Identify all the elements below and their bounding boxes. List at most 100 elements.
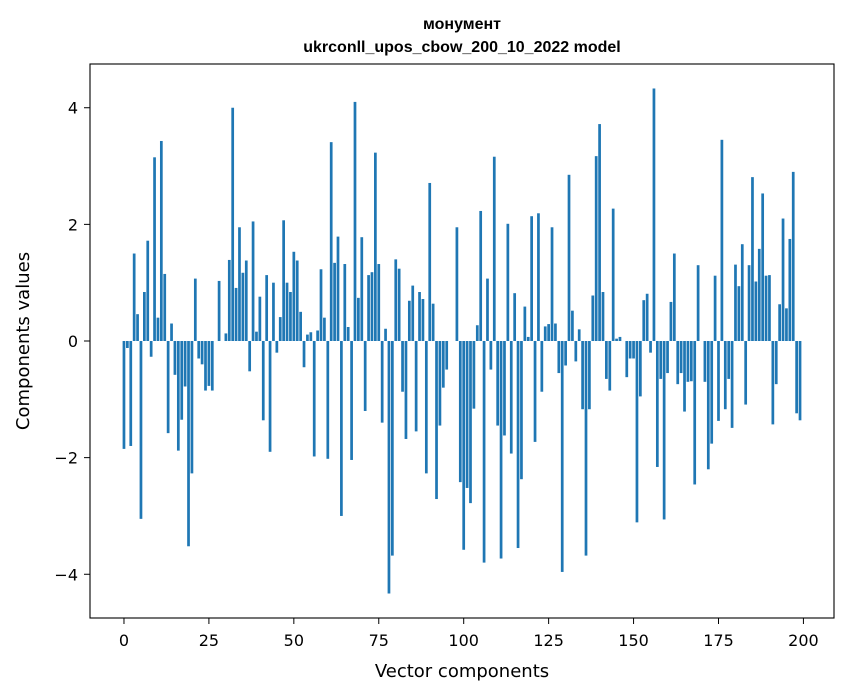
bar-22 (197, 341, 201, 359)
bar-14 (170, 323, 173, 341)
bar-50 (292, 251, 296, 341)
bar-72 (367, 275, 370, 341)
bar-56 (312, 341, 316, 457)
y-axis-label: Components values (13, 252, 34, 430)
bar-23 (200, 341, 204, 365)
y-ticks: −4 −2 0 2 4 (54, 99, 90, 584)
bar-46 (278, 317, 282, 341)
x-tick-label: 175 (703, 631, 734, 650)
bar-75 (377, 264, 381, 341)
bar-173 (710, 341, 714, 444)
bar-102 (469, 341, 472, 504)
bar-112 (503, 341, 506, 436)
bar-163 (676, 341, 680, 385)
bar-158 (659, 341, 663, 379)
bar-51 (295, 260, 299, 341)
bar-162 (672, 253, 676, 341)
bar-180 (734, 264, 737, 341)
bar-57 (316, 330, 319, 341)
bar-69 (357, 297, 360, 341)
bar-101 (465, 341, 469, 488)
bar-21 (193, 278, 197, 341)
bar-178 (727, 341, 731, 379)
bar-20 (190, 341, 194, 474)
bar-41 (261, 341, 265, 421)
bar-49 (289, 292, 292, 341)
bar-26 (210, 341, 214, 391)
bar-174 (713, 275, 717, 341)
bar-167 (689, 341, 693, 382)
bar-47 (282, 220, 285, 341)
bar-39 (255, 331, 258, 341)
bar-106 (482, 341, 486, 563)
bar-197 (791, 171, 795, 341)
bar-18 (183, 341, 187, 387)
bar-125 (547, 324, 550, 341)
bar-195 (785, 308, 788, 341)
bar-9 (153, 157, 156, 341)
bar-120 (530, 216, 533, 341)
bar-40 (258, 296, 262, 341)
bar-127 (554, 323, 557, 341)
bar-45 (275, 341, 279, 353)
bar-141 (601, 292, 605, 341)
bar-164 (679, 341, 683, 374)
bar-31 (227, 259, 231, 341)
bar-54 (306, 334, 309, 341)
bar-86 (414, 341, 418, 432)
bar-154 (645, 293, 649, 341)
bar-138 (591, 295, 595, 341)
bar-166 (686, 341, 690, 382)
bar-161 (669, 301, 673, 341)
bar-82 (401, 341, 404, 392)
bar-144 (611, 208, 615, 341)
bar-58 (319, 269, 323, 341)
bar-130 (564, 341, 567, 366)
bar-115 (513, 293, 517, 341)
bar-76 (380, 341, 384, 423)
bar-196 (788, 238, 792, 341)
bar-132 (571, 310, 574, 341)
bar-168 (693, 341, 697, 485)
bar-171 (703, 341, 707, 382)
bar-198 (795, 341, 798, 414)
bar-135 (581, 341, 584, 410)
x-tick-label: 125 (533, 631, 564, 650)
bar-48 (285, 282, 289, 341)
bar-0 (122, 341, 126, 449)
bar-71 (363, 341, 367, 411)
y-tick-label: −2 (54, 449, 78, 468)
bar-111 (499, 341, 503, 559)
bar-89 (424, 341, 428, 474)
bar-169 (696, 265, 700, 341)
bar-52 (299, 311, 302, 341)
bar-143 (608, 341, 612, 391)
bar-87 (418, 292, 421, 341)
bar-199 (798, 341, 802, 421)
bar-100 (462, 341, 466, 550)
bar-189 (764, 275, 768, 341)
bar-4 (136, 314, 139, 341)
bar-159 (662, 341, 666, 520)
bar-185 (751, 177, 754, 341)
x-tick-label: 150 (618, 631, 649, 650)
x-ticks: 0 25 50 75 100 125 150 175 200 (119, 618, 819, 650)
bar-74 (374, 152, 377, 341)
bar-123 (540, 341, 544, 392)
bar-139 (594, 156, 598, 341)
bars-group (122, 88, 802, 594)
x-tick-label: 75 (369, 631, 389, 650)
bar-156 (652, 88, 656, 342)
bar-62 (333, 262, 336, 341)
bar-78 (387, 341, 391, 594)
bar-64 (340, 341, 343, 516)
bar-33 (234, 287, 238, 341)
bar-193 (778, 304, 781, 341)
x-tick-label: 25 (199, 631, 219, 650)
y-tick-label: −4 (54, 565, 78, 584)
bar-187 (757, 248, 761, 341)
bar-153 (642, 300, 646, 341)
bar-83 (404, 341, 408, 439)
bar-59 (323, 317, 326, 341)
